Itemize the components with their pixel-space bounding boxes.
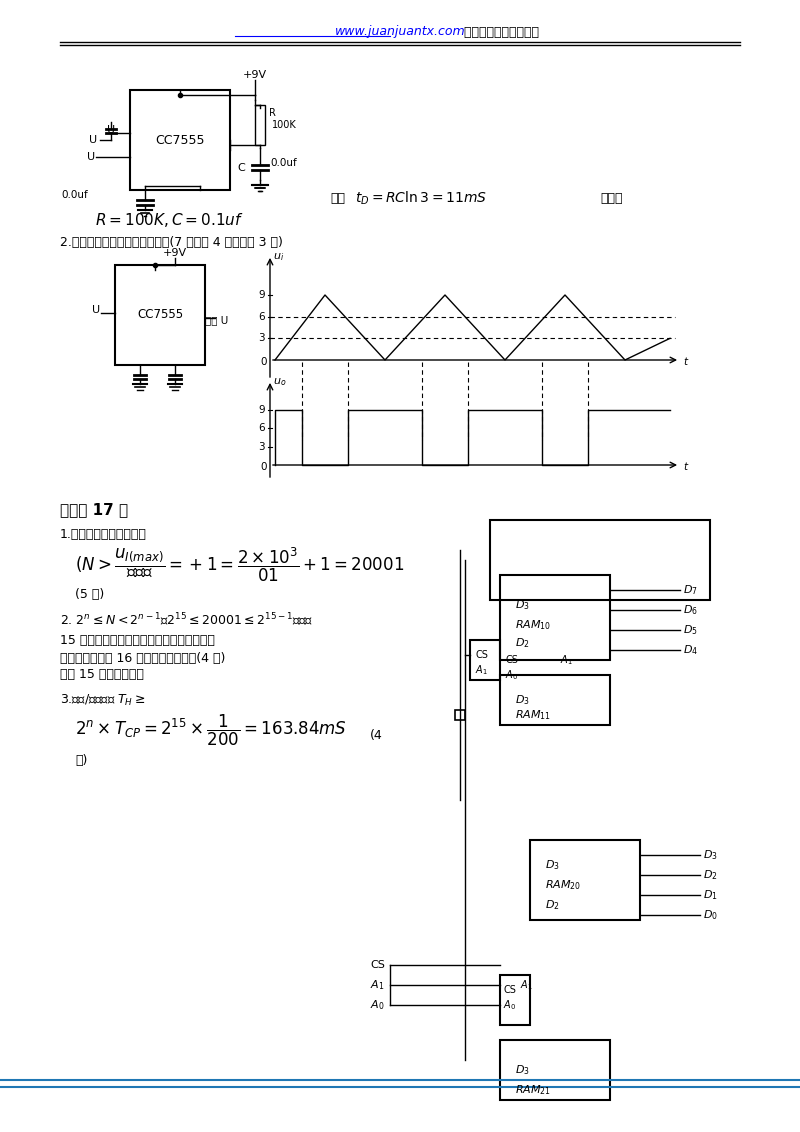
Text: (4: (4 (370, 729, 382, 741)
Text: $D_3$: $D_3$ (515, 693, 530, 706)
Text: $D_3$: $D_3$ (545, 858, 560, 872)
Text: 6: 6 (258, 312, 265, 321)
Text: $D_0$: $D_0$ (703, 908, 718, 921)
Text: CS: CS (370, 960, 385, 970)
Text: $D_2$: $D_2$ (515, 636, 530, 650)
Text: $R = 100K, C = 0.1uf$: $R = 100K, C = 0.1uf$ (95, 211, 244, 229)
Text: U: U (87, 152, 95, 162)
Text: $RAM_{20}$: $RAM_{20}$ (545, 878, 582, 892)
Text: t: t (683, 357, 687, 367)
Bar (115, 265, 205, 365)
Text: U: U (89, 135, 97, 145)
Bar (255, 105, 265, 145)
Text: $u_i$: $u_i$ (273, 251, 284, 263)
Text: 0.0uf: 0.0uf (270, 158, 297, 168)
Text: CS: CS (503, 985, 516, 995)
Text: 2. $2^n \leq N < 2^{n-1}$，$2^{15} \leq 20001 \leq 2^{15-1}$，故要: 2. $2^n \leq N < 2^{n-1}$，$2^{15} \leq 2… (60, 611, 314, 628)
Text: $D_2$: $D_2$ (545, 898, 560, 912)
Text: 9: 9 (258, 405, 265, 415)
Text: $u_o$: $u_o$ (273, 376, 286, 388)
Bar (470, 640, 500, 680)
Bar (500, 675, 610, 724)
Text: $t_D = RC\ln 3 = 11mS$: $t_D = RC\ln 3 = 11mS$ (355, 189, 487, 207)
Text: 分): 分) (75, 754, 87, 766)
Text: +9V: +9V (243, 70, 267, 80)
Bar (490, 520, 710, 600)
Text: CS: CS (475, 650, 488, 660)
Bar (500, 975, 530, 1024)
Bar (500, 1040, 610, 1100)
Text: CC7555: CC7555 (155, 134, 205, 146)
Text: 15 位二进制计数器，如果包括控制开关所用: 15 位二进制计数器，如果包括控制开关所用 (60, 634, 215, 646)
Text: C: C (238, 163, 245, 173)
Text: 100K: 100K (272, 120, 297, 130)
Text: $D_6$: $D_6$ (683, 603, 698, 617)
Bar (455, 710, 465, 720)
Text: $A_0$: $A_0$ (503, 998, 516, 1012)
Text: 所有试卷资料免费下载: 所有试卷资料免费下载 (460, 26, 539, 38)
Text: $D_2$: $D_2$ (703, 868, 718, 882)
Text: R: R (269, 108, 276, 118)
Text: $(N > \dfrac{u_{I(max)}}{分辨率} = +1 = \dfrac{2\times10^3}{01} +1 = 20001$: $(N > \dfrac{u_{I(max)}}{分辨率} = +1 = \df… (75, 546, 404, 584)
Text: 六、共 17 分: 六、共 17 分 (60, 503, 128, 517)
Text: 回答 15 位可以算对。: 回答 15 位可以算对。 (60, 669, 144, 681)
Text: $D_3$: $D_3$ (515, 1063, 530, 1077)
Text: $D_4$: $D_4$ (683, 643, 698, 657)
Text: +9V: +9V (163, 248, 187, 258)
Text: (5 分): (5 分) (75, 589, 104, 601)
Text: $A_1$: $A_1$ (520, 978, 533, 992)
Text: 2.斯密特触发器如图，波形如图(7 分，图 4 分，波形 3 分): 2.斯密特触发器如图，波形如图(7 分，图 4 分，波形 3 分) (60, 237, 283, 249)
Text: 因为: 因为 (330, 191, 345, 205)
Text: 3: 3 (258, 333, 265, 343)
Text: t: t (683, 462, 687, 472)
Text: $RAM_{11}$: $RAM_{11}$ (515, 709, 551, 722)
Text: $RAM_{21}$: $RAM_{21}$ (515, 1083, 551, 1097)
Text: $A_1$: $A_1$ (475, 663, 488, 677)
Text: $RAM_{10}$: $RAM_{10}$ (515, 618, 551, 632)
Text: $A_0$: $A_0$ (370, 998, 385, 1012)
Text: 输出 U: 输出 U (205, 315, 228, 325)
Text: $A_1$: $A_1$ (370, 978, 385, 992)
Text: $D_3$: $D_3$ (703, 848, 718, 861)
Text: $D_5$: $D_5$ (683, 623, 698, 637)
Text: www.juanjuantx.com: www.juanjuantx.com (334, 26, 466, 38)
Bar (500, 575, 610, 660)
Text: 0: 0 (261, 357, 267, 367)
Text: $D_7$: $D_7$ (683, 583, 698, 597)
Text: 9: 9 (258, 290, 265, 300)
Text: U: U (107, 125, 115, 135)
Text: $2^n \times T_{CP} = 2^{15} \times \dfrac{1}{200} = 163.84mS$: $2^n \times T_{CP} = 2^{15} \times \dfra… (75, 712, 347, 747)
Text: CS: CS (505, 655, 518, 664)
Bar (530, 840, 640, 920)
Text: 的一位时，应有 16 位二进制计数器。(4 分): 的一位时，应有 16 位二进制计数器。(4 分) (60, 652, 226, 664)
Text: 6: 6 (258, 423, 265, 434)
Text: $D_3$: $D_3$ (515, 598, 530, 612)
Text: $D_1$: $D_1$ (703, 889, 718, 902)
Text: 3: 3 (258, 441, 265, 452)
Bar (130, 91, 230, 190)
Text: $A_0$: $A_0$ (505, 668, 518, 681)
Text: 0: 0 (261, 462, 267, 472)
Text: CC7555: CC7555 (137, 309, 183, 321)
Text: U: U (92, 305, 100, 315)
Text: 3.采样/保持时间 $T_H\geq$: 3.采样/保持时间 $T_H\geq$ (60, 693, 146, 708)
Text: 0.0uf: 0.0uf (62, 190, 88, 200)
Text: $A_1$: $A_1$ (560, 653, 573, 667)
Text: 所以选: 所以选 (600, 191, 622, 205)
Text: 1.计数器的总容量应大于: 1.计数器的总容量应大于 (60, 529, 147, 541)
